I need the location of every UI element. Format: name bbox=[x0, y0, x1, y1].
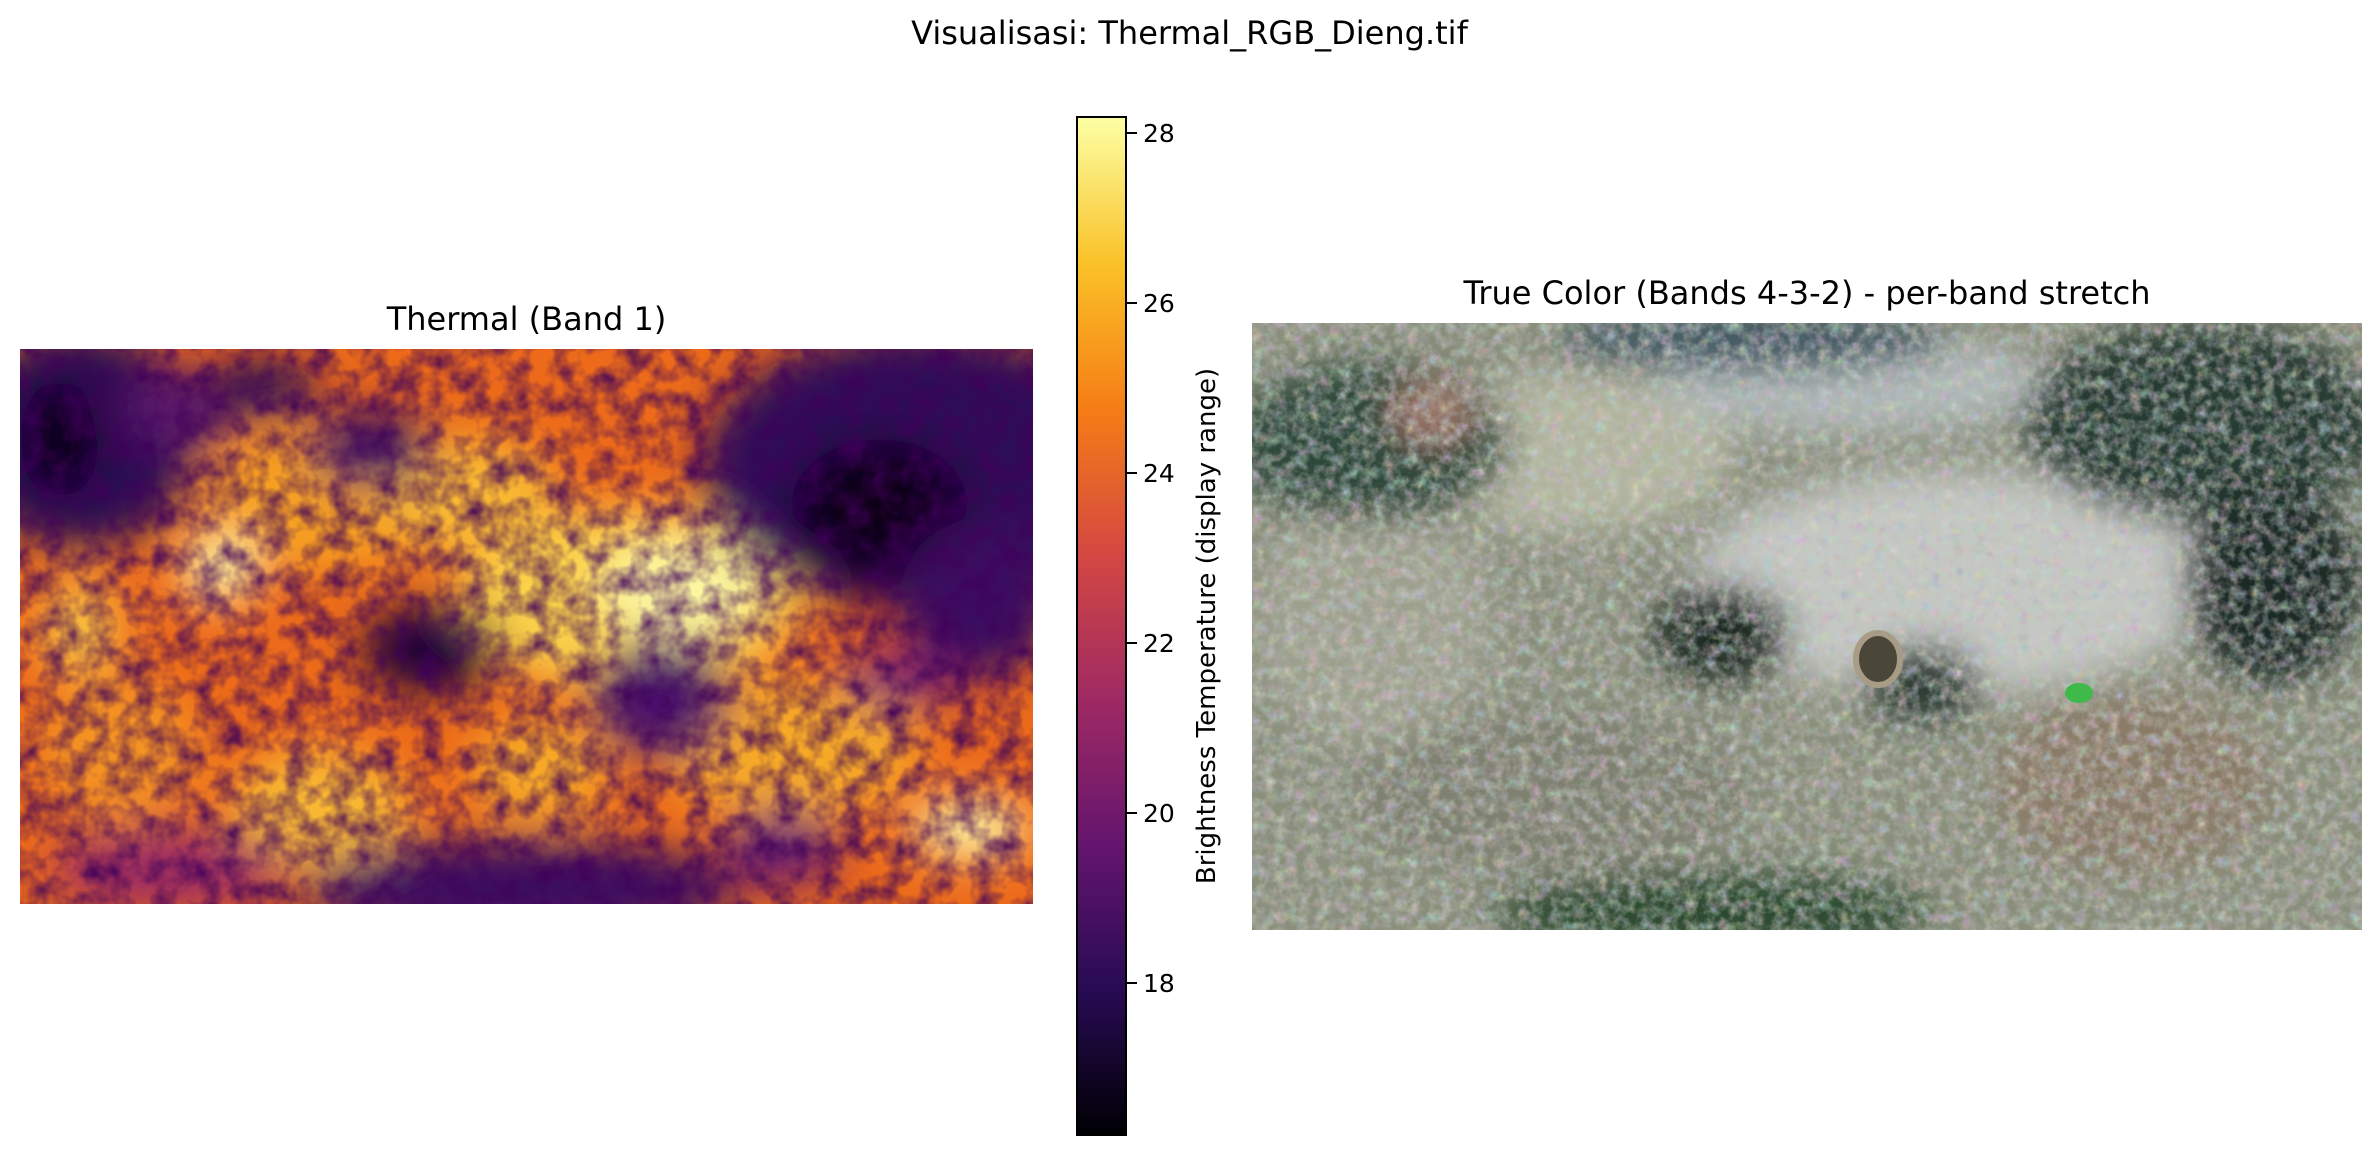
colorbar-tick-label-28: 28 bbox=[1143, 119, 1175, 148]
colorbar-tick-label-22: 22 bbox=[1143, 629, 1175, 658]
colorbar-axis: 18 20 22 24 26 28 bbox=[1127, 119, 1175, 998]
true-color-map-image bbox=[1252, 323, 2362, 930]
rgb-panel-title: True Color (Bands 4-3-2) - per-band stre… bbox=[1463, 274, 2151, 312]
figure-title: Visualisasi: Thermal_RGB_Dieng.tif bbox=[911, 14, 1468, 52]
thermal-map-image bbox=[20, 349, 1033, 904]
thermal-panel-title: Thermal (Band 1) bbox=[386, 300, 667, 338]
colorbar-tick-label-24: 24 bbox=[1143, 459, 1175, 488]
colorbar-tick-label-26: 26 bbox=[1143, 289, 1175, 318]
colorbar-gradient bbox=[1076, 116, 1127, 1136]
colorbar-tick-label-18: 18 bbox=[1143, 969, 1175, 998]
colorbar-tick-label-20: 20 bbox=[1143, 799, 1175, 828]
colorbar-label: Brightness Temperature (display range) bbox=[1192, 367, 1222, 885]
